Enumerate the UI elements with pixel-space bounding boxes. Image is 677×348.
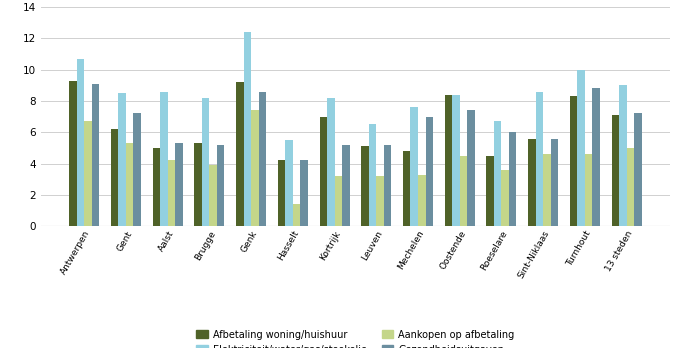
Bar [376, 176, 384, 226]
Bar [460, 156, 467, 226]
Bar [486, 156, 494, 226]
Bar [467, 110, 475, 226]
Bar [585, 154, 592, 226]
Bar [202, 98, 209, 226]
Bar [502, 170, 509, 226]
Bar [445, 95, 452, 226]
Bar [84, 121, 92, 226]
Bar [320, 117, 327, 226]
Bar [175, 143, 183, 226]
Bar [168, 160, 175, 226]
Bar [209, 165, 217, 226]
Bar [494, 121, 502, 226]
Bar [410, 107, 418, 226]
Bar [334, 176, 342, 226]
Bar [126, 143, 133, 226]
Bar [133, 113, 141, 226]
Bar [403, 151, 410, 226]
Bar [327, 98, 334, 226]
Bar [570, 96, 577, 226]
Bar [118, 93, 126, 226]
Bar [217, 145, 225, 226]
Bar [251, 110, 259, 226]
Bar [627, 148, 634, 226]
Bar [577, 70, 585, 226]
Bar [543, 154, 550, 226]
Bar [244, 32, 251, 226]
Bar [194, 143, 202, 226]
Bar [342, 145, 349, 226]
Bar [236, 82, 244, 226]
Bar [592, 88, 600, 226]
Bar [293, 204, 301, 226]
Bar [611, 115, 619, 226]
Bar [278, 160, 285, 226]
Bar [528, 139, 536, 226]
Bar [634, 113, 642, 226]
Bar [111, 129, 118, 226]
Bar [536, 92, 543, 226]
Legend: Afbetaling woning/huishuur, Elektriciteit/water/gas/stookolie, Aankopen op afbet: Afbetaling woning/huishuur, Elektricitei… [196, 330, 515, 348]
Bar [259, 92, 266, 226]
Bar [369, 125, 376, 226]
Bar [452, 95, 460, 226]
Bar [550, 139, 558, 226]
Bar [509, 132, 517, 226]
Bar [619, 85, 627, 226]
Bar [160, 92, 168, 226]
Bar [92, 84, 100, 226]
Bar [69, 81, 77, 226]
Bar [153, 148, 160, 226]
Bar [418, 175, 426, 226]
Bar [285, 140, 293, 226]
Bar [426, 117, 433, 226]
Bar [362, 146, 369, 226]
Bar [384, 145, 391, 226]
Bar [77, 59, 84, 226]
Bar [301, 160, 308, 226]
